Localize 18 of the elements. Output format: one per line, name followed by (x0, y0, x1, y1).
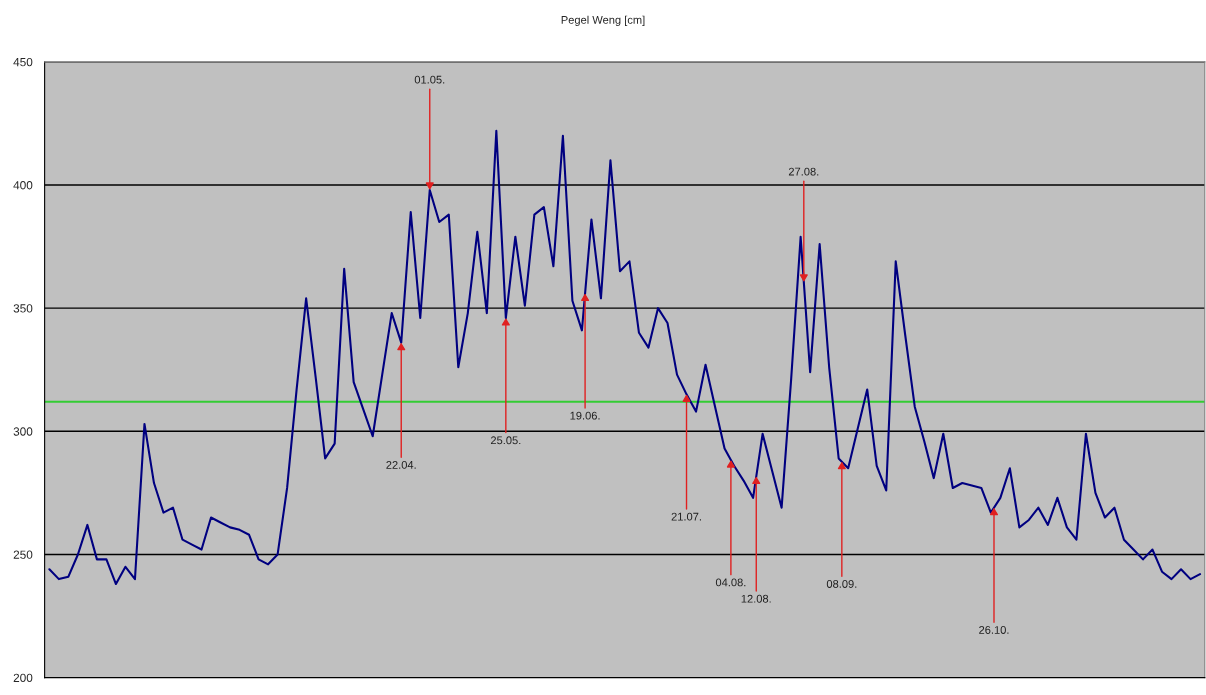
annotation: 21.07. (671, 512, 701, 521)
annotation: 01.05. (414, 75, 445, 84)
annotation: 26.10. (979, 626, 1009, 634)
annotation: 27.08. (788, 167, 819, 176)
y-tick-label: 250 (13, 550, 33, 559)
annotation: 12.08. (741, 594, 771, 603)
annotation: 04.08. (715, 578, 746, 587)
annotation: 08.09. (826, 580, 857, 588)
y-tick-label: 450 (13, 57, 33, 67)
chart-title: Pegel Weng [cm] (561, 15, 645, 27)
y-tick-label: 200 (13, 673, 33, 683)
y-tick-label: 350 (13, 304, 33, 313)
annotation: 19.06. (570, 411, 600, 420)
annotation: 25.05. (490, 436, 521, 445)
annotation: 22.04. (386, 461, 416, 469)
y-tick-label: 400 (13, 181, 33, 190)
y-tick-label: 300 (13, 427, 33, 436)
line-series (48, 129, 1202, 586)
